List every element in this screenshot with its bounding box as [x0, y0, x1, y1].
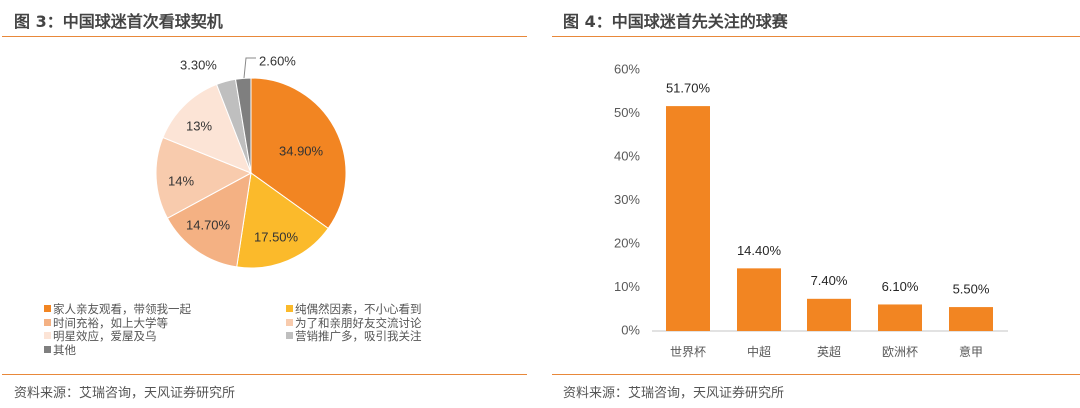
legend-label: 纯偶然因素，不小心看到	[295, 302, 422, 316]
pie-slice	[162, 83, 252, 174]
title-rule	[2, 36, 527, 37]
y-tick-label: 30%	[614, 192, 640, 207]
pie-source-note: 资料来源：艾瑞咨询，天风证券研究所	[14, 386, 236, 401]
legend-label: 家人亲友观看，带领我一起	[53, 302, 191, 316]
pie-data-label: 34.90%	[279, 143, 324, 158]
legend-swatch	[286, 318, 293, 326]
pie-slice	[234, 77, 252, 174]
bar-data-label: 14.40%	[737, 243, 782, 258]
title-rule	[552, 36, 1080, 37]
bar-data-label: 51.70%	[666, 81, 711, 96]
legend-label: 营销推广多，吸引我关注	[295, 329, 422, 343]
bar-data-label: 6.10%	[882, 279, 919, 294]
y-tick-label: 20%	[614, 235, 640, 250]
source-rule	[2, 374, 527, 375]
y-tick-label: 10%	[614, 279, 640, 294]
leader-line	[243, 57, 256, 79]
bar	[737, 268, 781, 331]
bar-data-label: 7.40%	[811, 273, 848, 288]
pie-data-label: 13%	[186, 118, 212, 133]
legend-label: 其他	[53, 342, 76, 357]
x-category-label: 欧洲杯	[882, 345, 918, 359]
pie-data-label: 3.30%	[180, 57, 217, 72]
y-tick-label: 50%	[614, 105, 640, 120]
legend-item: 其他	[44, 342, 76, 358]
pie-slice	[236, 172, 329, 269]
legend-swatch	[44, 332, 51, 339]
pie-chart: 34.90% 17.50% 14.70% 14% 13% 3.30% 2.60%	[155, 53, 347, 269]
legend-item: 纯偶然因素，不小心看到	[286, 302, 422, 317]
legend-swatch	[286, 332, 293, 339]
legend-swatch	[44, 318, 51, 326]
left-panel: 图 3：中国球迷首次看球契机 34.90% 17.50% 14.70% 14% 13% 3…	[0, 0, 530, 408]
pie-slice	[166, 172, 252, 268]
x-category-label: 中超	[747, 344, 771, 359]
right-panel: 图 4：中国球迷首先关注的球赛 0% 10% 20% 30% 40% 50% 60% 51.7…	[550, 0, 1080, 408]
legend-swatch	[286, 305, 293, 312]
bar	[807, 298, 851, 331]
legend-swatch	[44, 305, 51, 312]
legend-item: 营销推广多，吸引我关注	[286, 329, 422, 344]
y-tick-label: 40%	[614, 148, 640, 163]
source-rule	[552, 374, 1080, 375]
pie-data-label: 17.50%	[254, 229, 299, 244]
legend-label: 明星效应，爱屋及乌	[53, 329, 157, 343]
legend-item: 明星效应，爱屋及乌	[44, 329, 157, 344]
y-tick-label: 0%	[621, 322, 640, 337]
bar-source-note: 资料来源：艾瑞咨询，天风证券研究所	[563, 386, 785, 401]
legend-label: 时间充裕，如上大学等	[53, 315, 168, 330]
legend-swatch	[44, 345, 51, 353]
pie-data-label: 2.60%	[259, 53, 296, 68]
legend-label: 为了和亲朋好友交流讨论	[295, 315, 422, 330]
pie-slice	[250, 77, 347, 230]
bar-chart-title: 图 4：中国球迷首先关注的球赛	[563, 12, 788, 31]
legend-item: 时间充裕，如上大学等	[44, 315, 168, 331]
pie-data-label: 14.70%	[186, 217, 231, 232]
bar-data-label: 5.50%	[953, 282, 990, 297]
pie-data-label: 14%	[168, 173, 194, 188]
x-category-label: 英超	[817, 344, 841, 359]
pie-slice	[155, 136, 253, 219]
legend-item: 为了和亲朋好友交流讨论	[286, 315, 422, 331]
legend-item: 家人亲友观看，带领我一起	[44, 302, 191, 317]
bar	[666, 106, 710, 331]
bar-chart: 0% 10% 20% 30% 40% 50% 60% 51.70% 世界杯 14.40% 中超 7.4…	[614, 61, 1008, 359]
x-category-label: 意甲	[959, 344, 983, 359]
y-tick-label: 60%	[614, 61, 640, 76]
x-category-label: 世界杯	[670, 345, 706, 359]
bar	[878, 304, 922, 331]
pie-chart-title: 图 3：中国球迷首次看球契机	[14, 12, 223, 31]
bar	[949, 307, 993, 331]
